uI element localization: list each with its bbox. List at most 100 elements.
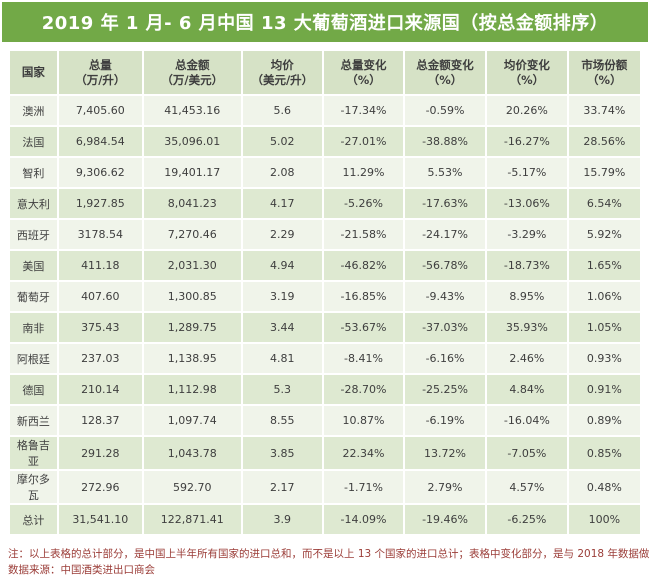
cell-total-volume: 9,306.62: [56, 156, 144, 189]
cell-value-change: -56.78%: [402, 249, 488, 282]
title-bar: 2019 年 1 月- 6 月中国 13 大葡萄酒进口来源国（按总金额排序）: [2, 2, 648, 42]
col-header-price-change: 均价变化 （%）: [485, 49, 569, 96]
cell-volume-change: -8.41%: [322, 342, 405, 375]
table-header-row: 国家 总量 （万/升） 总金额 （万/美元） 均价 （美元/升）: [8, 49, 643, 96]
table-row: 格鲁吉亚 291.28 1,043.78 3.85 22.34% 13.72% …: [8, 435, 643, 471]
cell-volume-change: -5.26%: [322, 187, 405, 220]
cell-price-change: 20.26%: [485, 94, 569, 127]
cell-volume-change: -1.71%: [322, 469, 405, 505]
cell-country: 总计: [8, 503, 59, 536]
cell-market-share: 15.79%: [566, 156, 643, 189]
cell-total-value: 1,300.85: [141, 280, 243, 313]
cell-volume-change: -53.67%: [322, 311, 405, 344]
cell-market-share: 6.54%: [566, 187, 643, 220]
cell-avg-price: 3.19: [240, 280, 325, 313]
cell-total-volume: 411.18: [56, 249, 144, 282]
cell-price-change: -7.05%: [485, 435, 569, 471]
cell-price-change: -13.06%: [485, 187, 569, 220]
cell-market-share: 100%: [566, 503, 643, 536]
cell-price-change: 4.84%: [485, 373, 569, 406]
table-row: 摩尔多瓦 272.96 592.70 2.17 -1.71% 2.79% 4.5…: [8, 469, 643, 505]
cell-volume-change: -21.58%: [322, 218, 405, 251]
cell-avg-price: 3.9: [240, 503, 325, 536]
cell-total-volume: 407.60: [56, 280, 144, 313]
cell-market-share: 5.92%: [566, 218, 643, 251]
table-body: 澳洲 7,405.60 41,453.16 5.6 -17.34% -0.59%…: [8, 94, 643, 536]
import-data-table-wrap: 国家 总量 （万/升） 总金额 （万/美元） 均价 （美元/升）: [8, 49, 643, 536]
cell-avg-price: 4.17: [240, 187, 325, 220]
cell-total-volume: 1,927.85: [56, 187, 144, 220]
cell-value-change: 2.79%: [402, 469, 488, 505]
data-source: 数据来源：中国酒类进出口商会: [8, 564, 155, 576]
cell-total-volume: 128.37: [56, 404, 144, 437]
col-header-value-change: 总金额变化 （%）: [402, 49, 488, 96]
cell-value-change: -6.19%: [402, 404, 488, 437]
cell-volume-change: 10.87%: [322, 404, 405, 437]
cell-country: 葡萄牙: [8, 280, 59, 313]
cell-avg-price: 5.6: [240, 94, 325, 127]
table-row: 总计 31,541.10 122,871.41 3.9 -14.09% -19.…: [8, 503, 643, 536]
cell-avg-price: 3.85: [240, 435, 325, 471]
cell-avg-price: 4.81: [240, 342, 325, 375]
cell-price-change: -3.29%: [485, 218, 569, 251]
cell-avg-price: 2.17: [240, 469, 325, 505]
cell-total-volume: 210.14: [56, 373, 144, 406]
cell-value-change: -37.03%: [402, 311, 488, 344]
cell-country: 美国: [8, 249, 59, 282]
cell-volume-change: -46.82%: [322, 249, 405, 282]
cell-country: 南非: [8, 311, 59, 344]
cell-total-value: 1,043.78: [141, 435, 243, 471]
cell-avg-price: 5.3: [240, 373, 325, 406]
table-row: 葡萄牙 407.60 1,300.85 3.19 -16.85% -9.43% …: [8, 280, 643, 313]
cell-volume-change: -17.34%: [322, 94, 405, 127]
cell-country: 西班牙: [8, 218, 59, 251]
cell-market-share: 28.56%: [566, 125, 643, 158]
cell-price-change: -18.73%: [485, 249, 569, 282]
cell-total-volume: 6,984.54: [56, 125, 144, 158]
cell-volume-change: -16.85%: [322, 280, 405, 313]
table-row: 南非 375.43 1,289.75 3.44 -53.67% -37.03% …: [8, 311, 643, 344]
cell-market-share: 33.74%: [566, 94, 643, 127]
cell-total-value: 1,112.98: [141, 373, 243, 406]
col-header-country: 国家: [8, 49, 59, 96]
cell-value-change: -24.17%: [402, 218, 488, 251]
cell-total-value: 41,453.16: [141, 94, 243, 127]
table-row: 德国 210.14 1,112.98 5.3 -28.70% -25.25% 4…: [8, 373, 643, 406]
cell-value-change: 5.53%: [402, 156, 488, 189]
import-data-table: 国家 总量 （万/升） 总金额 （万/美元） 均价 （美元/升）: [8, 49, 643, 536]
cell-total-value: 1,138.95: [141, 342, 243, 375]
cell-total-volume: 375.43: [56, 311, 144, 344]
cell-market-share: 0.89%: [566, 404, 643, 437]
col-header-volume-change: 总量变化 （%）: [322, 49, 405, 96]
cell-value-change: -0.59%: [402, 94, 488, 127]
cell-volume-change: 11.29%: [322, 156, 405, 189]
cell-value-change: -25.25%: [402, 373, 488, 406]
table-row: 阿根廷 237.03 1,138.95 4.81 -8.41% -6.16% 2…: [8, 342, 643, 375]
cell-price-change: 4.57%: [485, 469, 569, 505]
cell-volume-change: -14.09%: [322, 503, 405, 536]
cell-total-value: 35,096.01: [141, 125, 243, 158]
cell-market-share: 0.48%: [566, 469, 643, 505]
cell-volume-change: -27.01%: [322, 125, 405, 158]
cell-price-change: 35.93%: [485, 311, 569, 344]
cell-price-change: 2.46%: [485, 342, 569, 375]
cell-total-value: 122,871.41: [141, 503, 243, 536]
cell-total-volume: 272.96: [56, 469, 144, 505]
cell-avg-price: 4.94: [240, 249, 325, 282]
cell-value-change: 13.72%: [402, 435, 488, 471]
cell-value-change: -9.43%: [402, 280, 488, 313]
cell-value-change: -38.88%: [402, 125, 488, 158]
cell-avg-price: 3.44: [240, 311, 325, 344]
table-row: 西班牙 3178.54 7,270.46 2.29 -21.58% -24.17…: [8, 218, 643, 251]
cell-country: 德国: [8, 373, 59, 406]
table-row: 意大利 1,927.85 8,041.23 4.17 -5.26% -17.63…: [8, 187, 643, 220]
cell-avg-price: 5.02: [240, 125, 325, 158]
cell-market-share: 1.65%: [566, 249, 643, 282]
page-title: 2019 年 1 月- 6 月中国 13 大葡萄酒进口来源国（按总金额排序）: [41, 13, 609, 34]
col-header-total-volume: 总量 （万/升）: [56, 49, 144, 96]
cell-price-change: 8.95%: [485, 280, 569, 313]
cell-avg-price: 2.08: [240, 156, 325, 189]
cell-total-value: 19,401.17: [141, 156, 243, 189]
cell-volume-change: -28.70%: [322, 373, 405, 406]
